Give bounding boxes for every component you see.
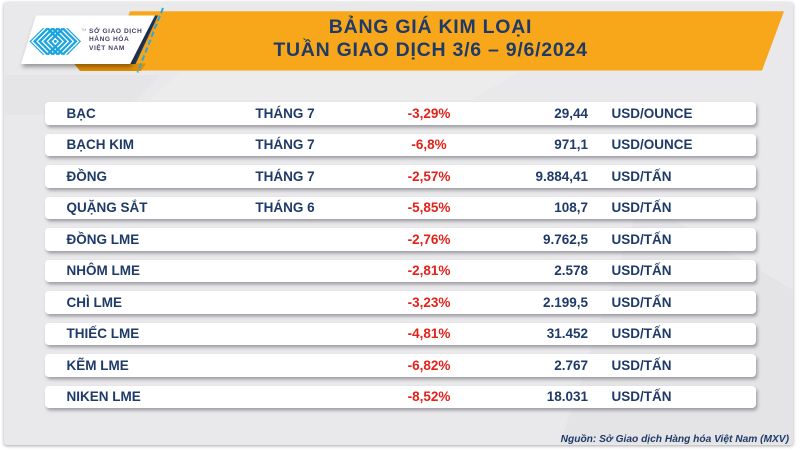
svg-text:TM: TM bbox=[81, 28, 86, 32]
